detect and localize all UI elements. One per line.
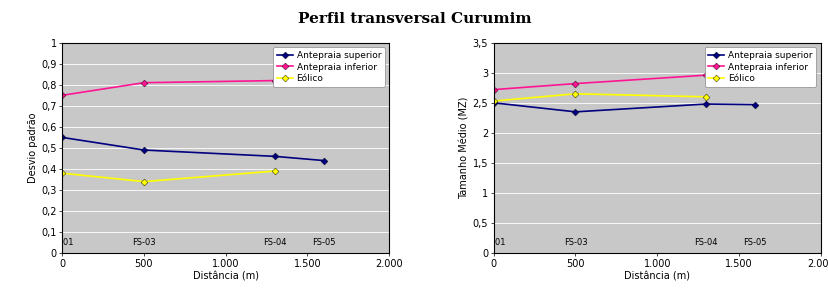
Y-axis label: Tamanho Médio (MZ): Tamanho Médio (MZ) <box>460 97 469 199</box>
Eólico <box>269 169 279 173</box>
Text: FS-01: FS-01 <box>481 238 505 247</box>
Antepraia superior <box>139 148 149 152</box>
Antepraia inferior <box>319 68 329 72</box>
Antepraia superior <box>57 135 67 139</box>
X-axis label: Distância (m): Distância (m) <box>192 271 258 282</box>
X-axis label: Distância (m): Distância (m) <box>623 271 690 282</box>
Antepraia inferior <box>57 93 67 97</box>
Line: Eólico: Eólico <box>60 169 277 184</box>
Line: Antepraia inferior: Antepraia inferior <box>60 68 325 98</box>
Antepraia superior <box>319 159 329 162</box>
Antepraia superior <box>269 155 279 158</box>
Line: Antepraia superior: Antepraia superior <box>60 135 325 163</box>
Antepraia inferior <box>139 81 149 84</box>
Antepraia inferior <box>700 73 710 77</box>
Eólico <box>700 95 710 99</box>
Line: Eólico: Eólico <box>491 92 708 103</box>
Antepraia inferior <box>570 82 580 85</box>
Text: FS-05: FS-05 <box>743 238 766 247</box>
Line: Antepraia inferior: Antepraia inferior <box>491 73 757 92</box>
Text: FS-03: FS-03 <box>563 238 586 247</box>
Legend: Antepraia superior, Antepraia inferior, Eólico: Antepraia superior, Antepraia inferior, … <box>272 47 384 87</box>
Antepraia superior <box>749 103 759 106</box>
Text: FS-05: FS-05 <box>311 238 335 247</box>
Antepraia inferior <box>749 77 759 81</box>
Text: FS-04: FS-04 <box>262 238 286 247</box>
Antepraia superior <box>570 110 580 114</box>
Eólico <box>570 92 580 96</box>
Eólico <box>489 99 498 103</box>
Line: Antepraia superior: Antepraia superior <box>491 100 757 114</box>
Text: Perfil transversal Curumim: Perfil transversal Curumim <box>297 12 531 26</box>
Antepraia superior <box>700 102 710 106</box>
Text: FS-01: FS-01 <box>51 238 74 247</box>
Antepraia inferior <box>269 79 279 82</box>
Text: FS-03: FS-03 <box>132 238 156 247</box>
Eólico <box>57 171 67 175</box>
Antepraia inferior <box>489 88 498 91</box>
Text: FS-04: FS-04 <box>694 238 717 247</box>
Antepraia superior <box>489 101 498 105</box>
Legend: Antepraia superior, Antepraia inferior, Eólico: Antepraia superior, Antepraia inferior, … <box>704 47 816 87</box>
Y-axis label: Desvio padrão: Desvio padrão <box>28 113 38 183</box>
Eólico <box>139 180 149 183</box>
